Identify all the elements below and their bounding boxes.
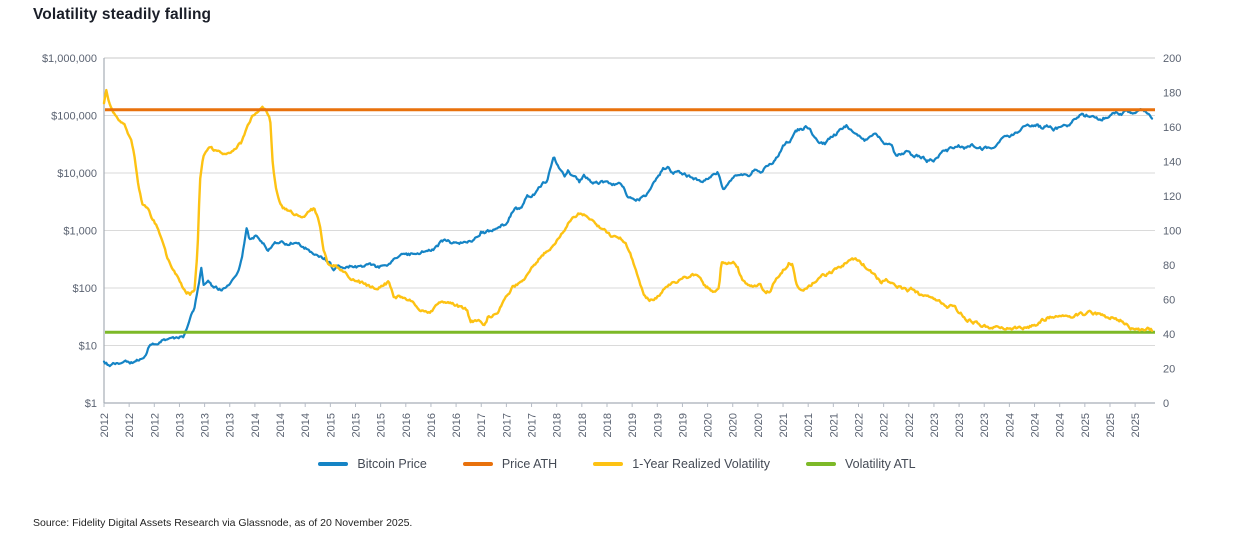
vol-axis-tick-label: 20 [1163, 364, 1175, 376]
x-axis-tick-label: 2016 [451, 413, 463, 437]
x-axis-tick-label: 2014 [250, 413, 262, 437]
legend-label: 1-Year Realized Volatility [632, 457, 770, 471]
vol-axis-tick-label: 120 [1163, 191, 1181, 203]
legend-line-swatch [593, 462, 624, 466]
legend-label: Volatility ATL [845, 457, 916, 471]
legend-label: Price ATH [501, 457, 558, 471]
series-bitcoin-price [102, 108, 1154, 368]
x-axis-tick-label: 2019 [677, 413, 689, 437]
legend-label: Bitcoin Price [357, 457, 427, 471]
x-axis-tick-label: 2016 [401, 413, 413, 437]
x-axis-tick-label: 2022 [879, 413, 891, 437]
x-axis-tick-label: 2015 [350, 413, 362, 437]
price-axis-tick-label: $10 [79, 341, 97, 353]
x-axis-tick-label: 2018 [577, 413, 589, 437]
x-axis-tick-label: 2024 [1004, 413, 1016, 437]
x-axis-tick-label: 2022 [853, 413, 865, 437]
price-axis-tick-label: $10,000 [57, 168, 97, 180]
x-axis-tick-label: 2017 [501, 413, 513, 437]
vol-axis-tick-label: 60 [1163, 295, 1175, 307]
x-axis-tick-label: 2012 [149, 413, 161, 437]
price-axis-tick-label: $100,000 [51, 111, 97, 123]
price-axis-tick-label: $100 [73, 283, 97, 295]
x-axis-tick-label: 2012 [124, 413, 136, 437]
legend-line-swatch [318, 462, 349, 466]
x-axis-tick-label: 2015 [376, 413, 388, 437]
chart-legend: Bitcoin Price Price ATH 1-Year Realized Vo… [0, 457, 1234, 471]
price-axis-tick-label: $1,000 [63, 226, 97, 238]
x-axis-tick-label: 2018 [602, 413, 614, 437]
x-axis-tick-label: 2025 [1080, 413, 1092, 437]
x-axis-tick-label: 2013 [200, 413, 212, 437]
source-note: Source: Fidelity Digital Assets Research… [33, 517, 413, 529]
legend-item-bitcoin-price: Bitcoin Price [318, 457, 427, 471]
x-axis-tick-label: 2014 [275, 413, 287, 437]
legend-item-volatility-atl: Volatility ATL [806, 457, 916, 471]
vol-axis-tick-label: 140 [1163, 157, 1181, 169]
vol-axis-tick-label: 100 [1163, 226, 1181, 238]
vol-axis-tick-label: 180 [1163, 88, 1181, 100]
x-axis-tick-label: 2012 [99, 413, 111, 437]
vol-axis-tick-label: 80 [1163, 260, 1175, 272]
x-axis-tick-label: 2020 [728, 413, 740, 437]
x-axis-tick-label: 2018 [552, 413, 564, 437]
x-axis-tick-label: 2022 [904, 413, 916, 437]
vol-axis-tick-label: 160 [1163, 122, 1181, 134]
vol-axis-tick-label: 200 [1163, 53, 1181, 65]
vol-axis-tick-label: 0 [1163, 398, 1169, 410]
x-axis-tick-label: 2021 [828, 413, 840, 437]
x-axis-tick-label: 2017 [527, 413, 539, 437]
x-axis-tick-label: 2019 [627, 413, 639, 437]
x-axis-tick-label: 2019 [652, 413, 664, 437]
x-axis-tick-label: 2013 [174, 413, 186, 437]
x-axis-tick-label: 2015 [325, 413, 337, 437]
x-axis-tick-label: 2025 [1130, 413, 1142, 437]
x-axis-tick-label: 2023 [979, 413, 991, 437]
x-axis-tick-label: 2020 [703, 413, 715, 437]
x-axis-tick-label: 2024 [1030, 413, 1042, 437]
chart-title: Volatility steadily falling [33, 6, 212, 23]
x-axis-tick-label: 2025 [1105, 413, 1117, 437]
legend-line-swatch [462, 462, 493, 466]
x-axis-tick-label: 2016 [426, 413, 438, 437]
x-axis-tick-label: 2013 [225, 413, 237, 437]
x-axis-tick-label: 2023 [954, 413, 966, 437]
legend-item-price-ath: Price ATH [462, 457, 558, 471]
x-axis-tick-label: 2017 [476, 413, 488, 437]
x-axis-tick-label: 2021 [803, 413, 815, 437]
legend-line-swatch [806, 462, 836, 466]
vol-axis-tick-label: 40 [1163, 329, 1175, 341]
legend-item-1-year-realized-volatility: 1-Year Realized Volatility [593, 457, 770, 471]
x-axis-tick-label: 2020 [753, 413, 765, 437]
x-axis-tick-label: 2023 [929, 413, 941, 437]
price-axis-tick-label: $1,000,000 [42, 53, 97, 65]
x-axis-tick-label: 2014 [300, 413, 312, 437]
series-1-year-realized-volatility [102, 88, 1154, 332]
price-axis-tick-label: $1 [85, 398, 97, 410]
x-axis-tick-label: 2024 [1055, 413, 1067, 437]
x-axis-tick-label: 2021 [778, 413, 790, 437]
